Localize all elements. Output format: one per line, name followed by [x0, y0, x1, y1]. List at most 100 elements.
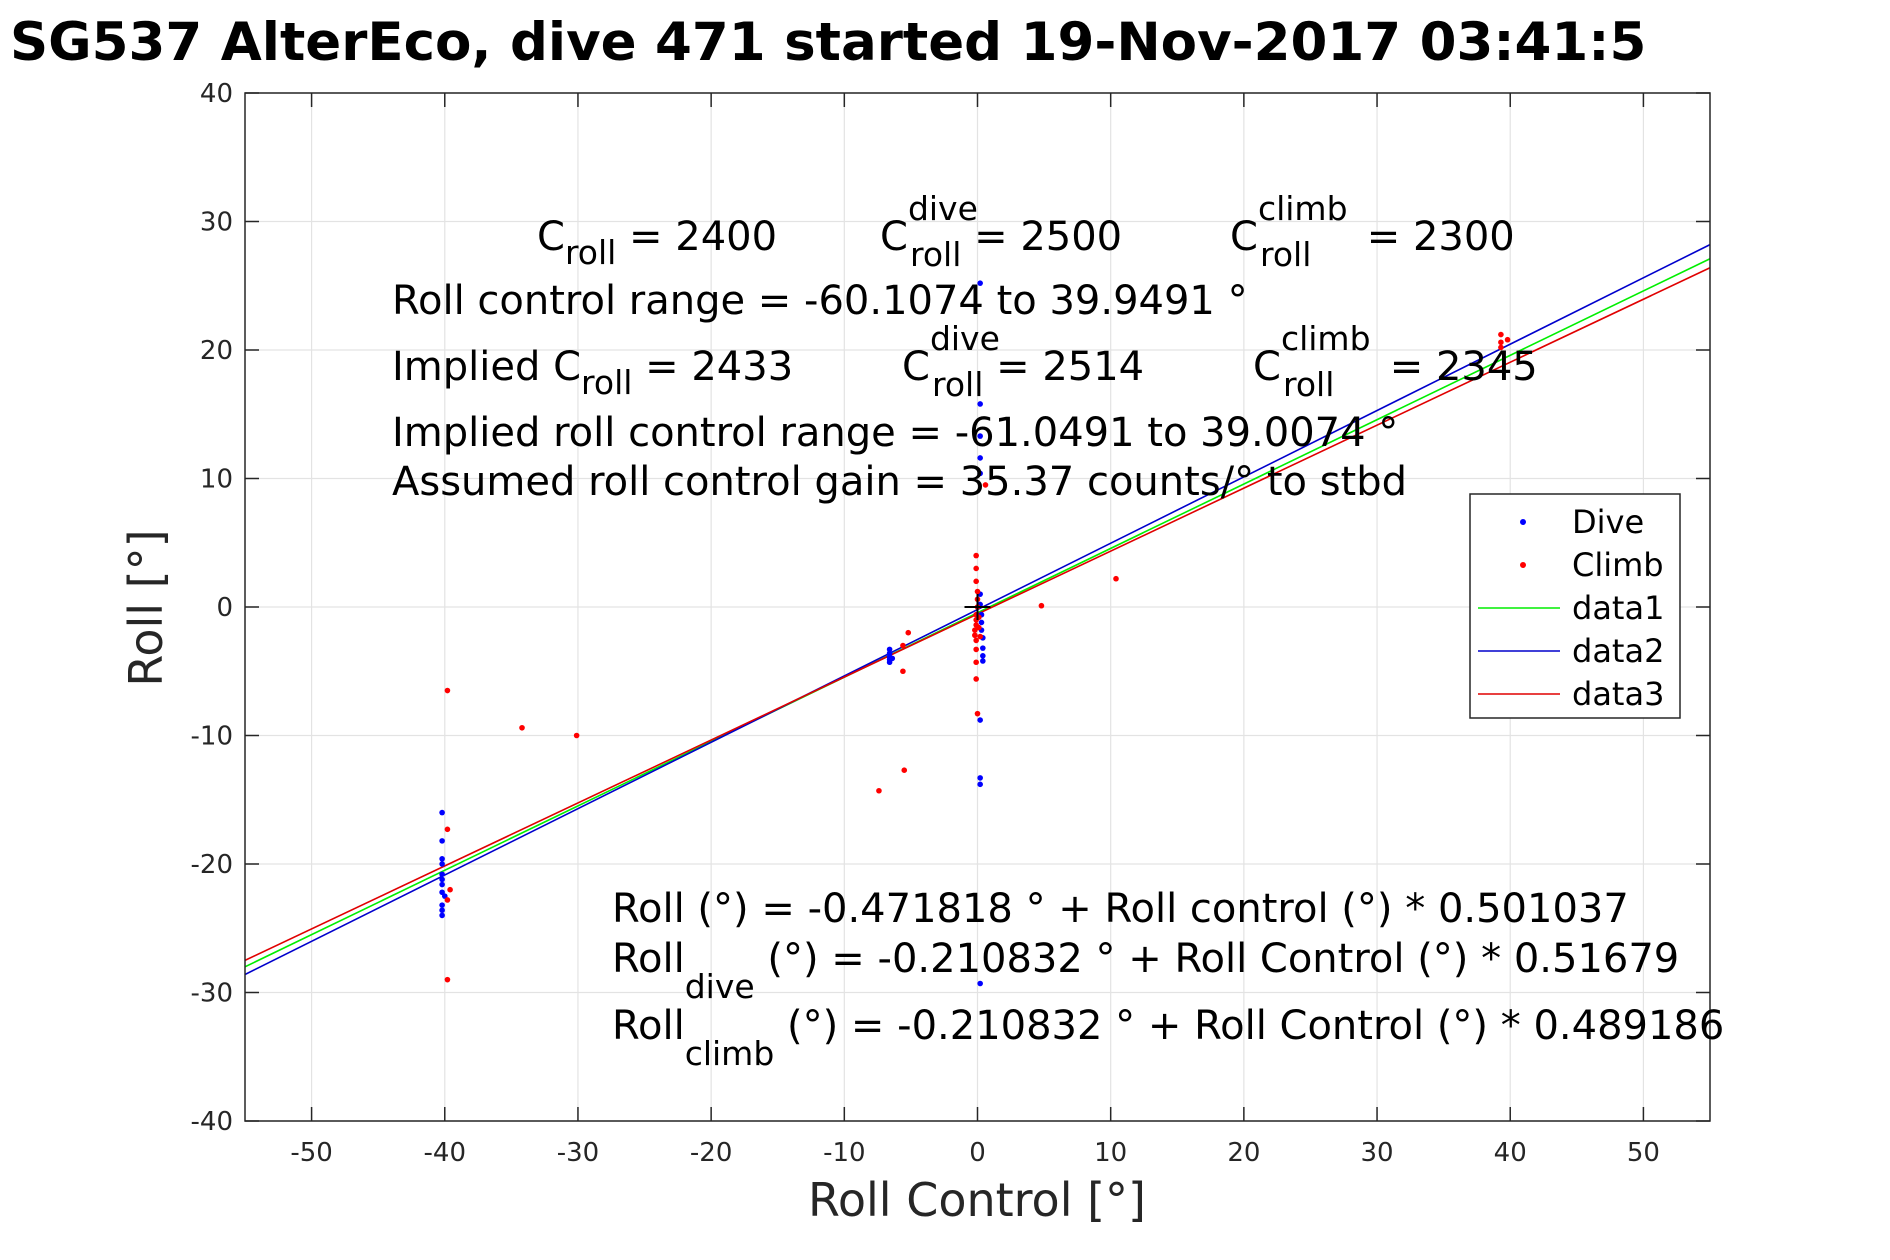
climb-point [1498, 331, 1504, 338]
dive-point [977, 470, 983, 477]
x-tick-label: 40 [1494, 1138, 1527, 1168]
climb-point [982, 482, 989, 488]
climb-point [1113, 575, 1119, 582]
y-axis-label: Roll [°] [119, 529, 173, 686]
legend-swatch-dive [1520, 519, 1526, 525]
dive-point [886, 650, 893, 657]
implied-dive-sup: dive [930, 319, 1000, 358]
y-tick-label: -30 [191, 979, 233, 1009]
annotation-assumed-gain: Assumed roll control gain = 35.37 counts… [392, 459, 1407, 505]
c-dive-sup: dive [908, 189, 978, 228]
dive-point [980, 653, 986, 659]
c-climb-sup: climb [1258, 189, 1348, 228]
dive-point [439, 907, 445, 914]
climb-point [972, 627, 978, 633]
dive-point [439, 876, 445, 883]
dive-point [439, 861, 445, 867]
dive-point [978, 619, 985, 626]
dive-point [977, 433, 983, 439]
climb-point [976, 624, 982, 631]
eq-climb-base: Roll [612, 1003, 685, 1049]
climb-point [973, 552, 979, 559]
c-roll-sub: roll [565, 233, 616, 272]
chart-title: SG537 AlterEco, dive 471 started 19-Nov-… [10, 12, 1646, 73]
annotation-implied-c-roll-dive: Cdive roll = 2514 [902, 319, 1144, 404]
dive-point [977, 781, 983, 788]
y-tick-label: 0 [216, 593, 233, 623]
legend-box [1469, 493, 1681, 719]
annotation-c-roll-climb: Cclimb roll = 2300 [1230, 189, 1515, 274]
c-climb-base: C [1230, 214, 1258, 260]
climb-point [973, 565, 979, 572]
eq-dive-sub: dive [685, 967, 755, 1006]
climb-point [1498, 344, 1504, 351]
dive-point [889, 655, 896, 662]
dive-point [980, 645, 986, 651]
dive-point [439, 912, 445, 919]
dive-point [977, 775, 983, 781]
centroid-marker [964, 594, 991, 620]
dive-point [977, 401, 983, 407]
climb-point [973, 646, 979, 653]
climb-point [573, 732, 580, 739]
x-axis-label: Roll Control [°] [808, 1173, 1146, 1227]
climb-point [444, 897, 451, 903]
x-tick-label: 30 [1360, 1138, 1393, 1168]
eq-climb-sub: climb [685, 1034, 775, 1073]
eq-dive-rest: (°) = -0.210832 ° + Roll Control (°) * 0… [755, 936, 1680, 982]
climb-point [1498, 339, 1504, 346]
x-tick-label: -50 [290, 1138, 332, 1168]
c-dive-base: C [880, 214, 908, 260]
eq-dive-base: Roll [612, 936, 685, 982]
c-climb-sub: roll [1260, 235, 1311, 274]
c-dive-value: = 2500 [961, 214, 1122, 260]
implied-climb-value: = 2345 [1377, 344, 1538, 390]
climb-point [1038, 602, 1045, 609]
x-tick-label: 20 [1227, 1138, 1260, 1168]
c-climb-value: = 2300 [1354, 214, 1515, 260]
dive-point [886, 646, 893, 653]
climb-point [977, 633, 983, 640]
dive-point [980, 658, 986, 664]
annotation-c-roll-dive: Cdive roll = 2500 [880, 189, 1122, 274]
y-tick-label: 10 [200, 465, 233, 495]
legend-label: data2 [1572, 632, 1664, 670]
climb-point [905, 629, 912, 636]
implied-climb-sup: climb [1281, 319, 1371, 358]
dive-point [977, 280, 983, 286]
dive-point [439, 902, 445, 908]
dive-point [439, 856, 445, 862]
dive-point [977, 980, 983, 987]
eq-climb-rest: (°) = -0.210832 ° + Roll Control (°) * 0… [774, 1003, 1724, 1049]
x-tick-label: -40 [424, 1138, 466, 1168]
x-tick-label: 50 [1627, 1138, 1660, 1168]
dive-point [439, 881, 445, 888]
climb-point [974, 710, 981, 717]
dive-point [439, 809, 445, 816]
y-tick-label: 40 [200, 79, 233, 109]
implied-climb-base: C [1253, 344, 1281, 390]
climb-point [900, 642, 906, 649]
x-tick-label: -10 [823, 1138, 865, 1168]
climb-point [901, 767, 908, 773]
x-tick-label: 10 [1094, 1138, 1127, 1168]
legend-label: Climb [1572, 546, 1664, 584]
x-tick-label: -20 [690, 1138, 732, 1168]
y-tick-label: 20 [200, 336, 233, 366]
annotation-implied-roll-control-range: Implied roll control range = -61.0491 to… [392, 410, 1398, 456]
climb-point [876, 787, 882, 794]
equation-roll-dive: Rolldive (°) = -0.210832 ° + Roll Contro… [612, 936, 1679, 1006]
y-tick-label: -40 [191, 1107, 233, 1137]
climb-point [973, 676, 979, 682]
y-tick-label: -20 [191, 850, 233, 880]
annotation-c-roll: Croll = 2400 [537, 214, 777, 272]
climb-point [1504, 336, 1511, 343]
implied-c-value: = 2433 [632, 344, 793, 390]
annotation-implied-c-roll: Implied Croll = 2433 [392, 344, 793, 402]
climb-point [972, 632, 978, 639]
legend-label: Dive [1572, 503, 1644, 541]
legend-swatch-climb [1520, 562, 1526, 568]
c-roll-base: C [537, 214, 565, 260]
